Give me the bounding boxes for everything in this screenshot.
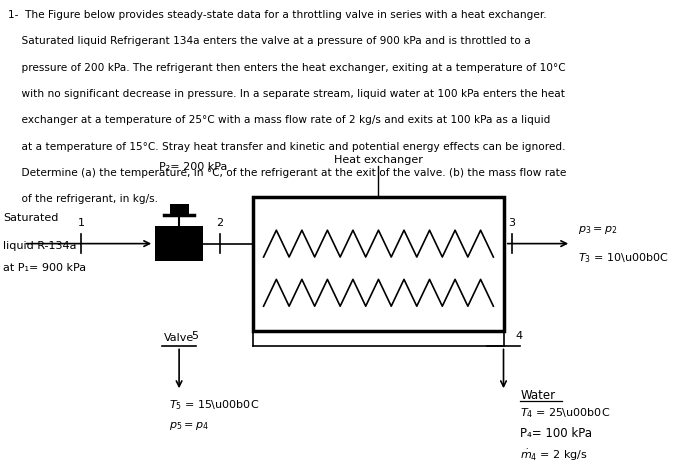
Text: Determine (a) the temperature, in °C, of the refrigerant at the exit of the valv: Determine (a) the temperature, in °C, of… bbox=[8, 168, 566, 178]
Text: pressure of 200 kPa. The refrigerant then enters the heat exchanger, exiting at : pressure of 200 kPa. The refrigerant the… bbox=[8, 63, 565, 73]
Text: $T_5$ = 15\u00b0C: $T_5$ = 15\u00b0C bbox=[169, 398, 259, 412]
Text: $T_3$ = 10\u00b0C: $T_3$ = 10\u00b0C bbox=[578, 252, 669, 265]
Text: Water: Water bbox=[520, 389, 556, 402]
Bar bbox=[254, 197, 503, 331]
Text: $p_5 = p_4$: $p_5 = p_4$ bbox=[169, 420, 208, 432]
Bar bbox=[155, 226, 203, 261]
Text: P₄= 100 kPa: P₄= 100 kPa bbox=[520, 427, 593, 440]
Text: at a temperature of 15°C. Stray heat transfer and kinetic and potential energy e: at a temperature of 15°C. Stray heat tra… bbox=[8, 142, 565, 152]
Text: Valve: Valve bbox=[164, 333, 194, 343]
Bar bbox=[170, 205, 189, 215]
Text: at P₁= 900 kPa: at P₁= 900 kPa bbox=[3, 263, 87, 273]
Text: Heat exchanger: Heat exchanger bbox=[334, 156, 423, 165]
Text: 3: 3 bbox=[508, 219, 515, 228]
Text: Saturated: Saturated bbox=[3, 213, 59, 224]
Text: 2: 2 bbox=[216, 219, 223, 228]
Text: 1-  The Figure below provides steady-state data for a throttling valve in series: 1- The Figure below provides steady-stat… bbox=[8, 10, 547, 20]
Text: $p_3 = p_2$: $p_3 = p_2$ bbox=[578, 224, 617, 236]
Text: with no significant decrease in pressure. In a separate stream, liquid water at : with no significant decrease in pressure… bbox=[8, 89, 565, 99]
Text: Saturated liquid Refrigerant 134a enters the valve at a pressure of 900 kPa and : Saturated liquid Refrigerant 134a enters… bbox=[8, 36, 531, 46]
Text: P₂= 200 kPa: P₂= 200 kPa bbox=[159, 162, 227, 172]
Text: $T_4$ = 25\u00b0C: $T_4$ = 25\u00b0C bbox=[520, 406, 611, 419]
Text: 5: 5 bbox=[192, 331, 199, 341]
Text: of the refrigerant, in kg/s.: of the refrigerant, in kg/s. bbox=[8, 194, 158, 205]
Text: exchanger at a temperature of 25°C with a mass flow rate of 2 kg/s and exits at : exchanger at a temperature of 25°C with … bbox=[8, 115, 551, 125]
Text: 4: 4 bbox=[516, 331, 523, 341]
Text: 1: 1 bbox=[78, 219, 85, 228]
Text: $\dot{m}_4$ = 2 kg/s: $\dot{m}_4$ = 2 kg/s bbox=[520, 448, 588, 463]
Text: liquid R-134a: liquid R-134a bbox=[3, 241, 77, 251]
